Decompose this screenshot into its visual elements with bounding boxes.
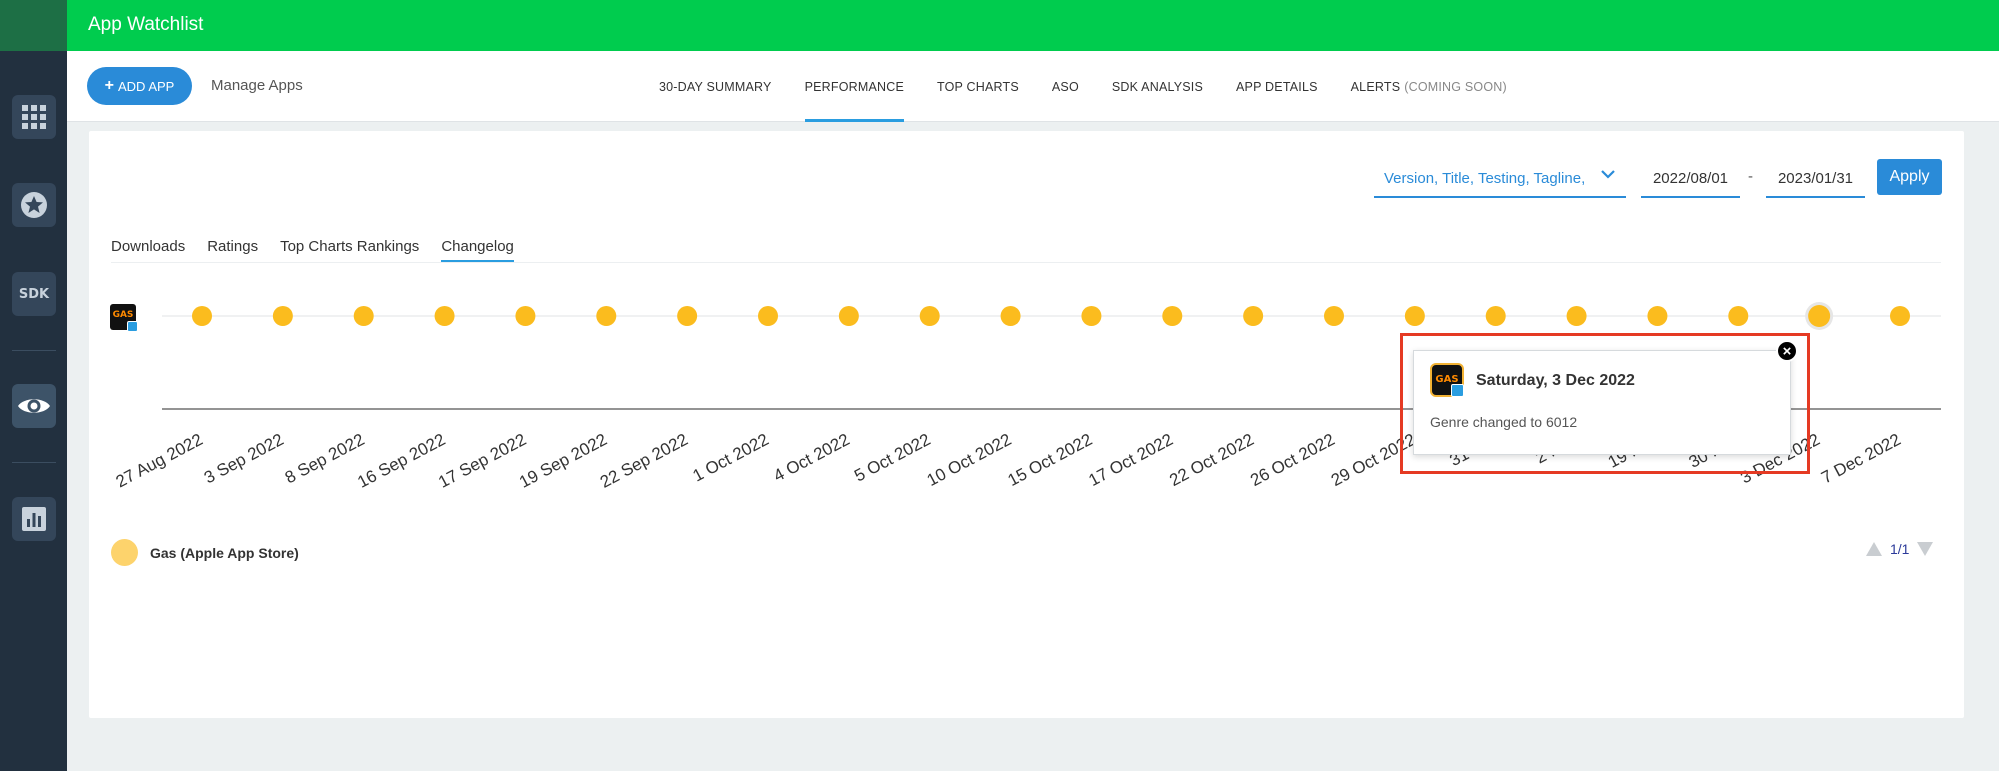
close-icon[interactable]: × — [1776, 340, 1798, 362]
tab-label: APP DETAILS — [1236, 79, 1318, 94]
timeline-dot[interactable] — [596, 306, 617, 326]
tab-label: TOP CHARTS — [937, 79, 1019, 94]
timeline-dot[interactable] — [838, 306, 859, 326]
timeline-dot[interactable] — [1081, 306, 1102, 326]
changelog-type-value: Version, Title, Testing, Tagline, — [1384, 169, 1586, 187]
app-store-badge-icon — [1451, 384, 1464, 397]
popup-date: Saturday, 3 Dec 2022 — [1476, 372, 1635, 389]
sidebar-item-favorites[interactable] — [12, 183, 56, 227]
sidebar-divider — [12, 462, 56, 463]
plus-icon: + — [104, 77, 114, 94]
tab-aso[interactable]: ASO — [1052, 51, 1079, 122]
tab-sdk-analysis[interactable]: SDK ANALYSIS — [1112, 51, 1203, 122]
star-icon — [21, 192, 47, 218]
nav-bar: + ADD APP Manage Apps 30-DAY SUMMARY PER… — [67, 51, 1999, 122]
subtab-downloads[interactable]: Downloads — [111, 238, 186, 255]
tab-performance[interactable]: PERFORMANCE — [804, 51, 905, 122]
subtab-divider — [111, 262, 1941, 263]
timeline-dot[interactable] — [1890, 306, 1910, 326]
tab-top-charts[interactable]: TOP CHARTS — [937, 51, 1019, 122]
popup-description: Genre changed to 6012 — [1430, 414, 1578, 430]
metric-subtabs: Downloads Ratings Top Charts Rankings Ch… — [111, 238, 514, 262]
apply-button[interactable]: Apply — [1877, 159, 1942, 195]
tab-app-details[interactable]: APP DETAILS — [1236, 51, 1318, 122]
legend-pager: 1/1 — [1866, 541, 1934, 557]
tab-label: 30-DAY SUMMARY — [659, 79, 772, 94]
top-bar: App Watchlist — [67, 0, 1999, 51]
timeline-dot[interactable] — [1728, 306, 1749, 326]
popup-app-icon: GAS — [1430, 363, 1464, 397]
sidebar-item-sdk[interactable]: SDK — [12, 272, 56, 316]
timeline-dot[interactable] — [353, 306, 374, 326]
sidebar-logo-block — [0, 0, 67, 51]
tab-label: SDK ANALYSIS — [1111, 79, 1203, 94]
timeline-dot[interactable] — [272, 306, 293, 326]
timeline-dot[interactable] — [677, 306, 698, 326]
grid-icon — [22, 105, 46, 129]
legend-dot — [111, 539, 138, 566]
timeline-dot[interactable] — [1243, 306, 1264, 326]
tab-label: PERFORMANCE — [804, 79, 904, 94]
app-icon: GAS — [110, 304, 138, 332]
timeline-dot[interactable] — [919, 306, 940, 326]
add-app-label: ADD APP — [117, 78, 175, 94]
sdk-icon: SDK — [18, 286, 50, 302]
timeline-dot[interactable] — [515, 306, 536, 326]
timeline-dot[interactable] — [758, 306, 778, 326]
legend-label: Gas (Apple App Store) — [150, 544, 299, 561]
timeline-dot[interactable] — [1162, 306, 1183, 326]
app-icon-text: GAS — [112, 310, 134, 320]
timeline-dot[interactable] — [434, 306, 455, 326]
changelog-type-select[interactable]: Version, Title, Testing, Tagline, — [1374, 160, 1626, 198]
page-title: App Watchlist — [88, 14, 204, 35]
sidebar-divider — [12, 350, 56, 351]
tab-suffix: (COMING SOON) — [1404, 79, 1507, 94]
date-to-input[interactable]: 2023/01/31 — [1766, 160, 1865, 198]
app-icon-text: GAS — [1435, 374, 1459, 385]
timeline-dot[interactable] — [1000, 306, 1021, 326]
highlight-box — [1400, 333, 1810, 474]
subtab-top-charts-rankings[interactable]: Top Charts Rankings — [280, 238, 420, 255]
timeline-dot[interactable] — [1647, 306, 1668, 326]
subtab-changelog[interactable]: Changelog — [441, 238, 514, 262]
sidebar: SDK — [0, 0, 67, 771]
app-store-badge-icon — [127, 321, 138, 332]
bar-chart-icon — [22, 507, 46, 531]
add-app-button[interactable]: + ADD APP — [87, 67, 192, 105]
chevron-down-icon — [1601, 170, 1615, 179]
page-down-icon[interactable] — [1917, 542, 1934, 556]
performance-tabs: 30-DAY SUMMARY PERFORMANCE TOP CHARTS AS… — [659, 51, 1540, 122]
tab-label: ASO — [1051, 79, 1079, 94]
eye-icon — [18, 399, 50, 413]
tab-alerts[interactable]: ALERTS (COMING SOON) — [1351, 51, 1507, 122]
timeline-dot[interactable] — [1566, 306, 1587, 326]
tab-label: ALERTS — [1350, 79, 1401, 94]
sidebar-item-reports[interactable] — [12, 497, 56, 541]
timeline-dot[interactable] — [192, 306, 212, 326]
sidebar-item-apps[interactable] — [12, 95, 56, 139]
timeline-dot[interactable] — [1808, 305, 1831, 327]
manage-apps-link[interactable]: Manage Apps — [211, 77, 303, 94]
page-indicator: 1/1 — [1890, 541, 1910, 557]
timeline-dot[interactable] — [1485, 306, 1506, 326]
timeline-dot[interactable] — [1404, 306, 1425, 326]
changelog-popup: GAS Saturday, 3 Dec 2022 Genre changed t… — [1413, 350, 1791, 455]
date-from-input[interactable]: 2022/08/01 — [1641, 160, 1740, 198]
page-up-icon[interactable] — [1866, 542, 1882, 556]
legend: Gas (Apple App Store) — [111, 539, 299, 566]
timeline-dot[interactable] — [1324, 306, 1344, 326]
subtab-ratings[interactable]: Ratings — [207, 238, 259, 255]
sidebar-item-watchlist[interactable] — [12, 384, 56, 428]
tab-30-day-summary[interactable]: 30-DAY SUMMARY — [659, 51, 772, 122]
date-separator: - — [1748, 168, 1753, 185]
